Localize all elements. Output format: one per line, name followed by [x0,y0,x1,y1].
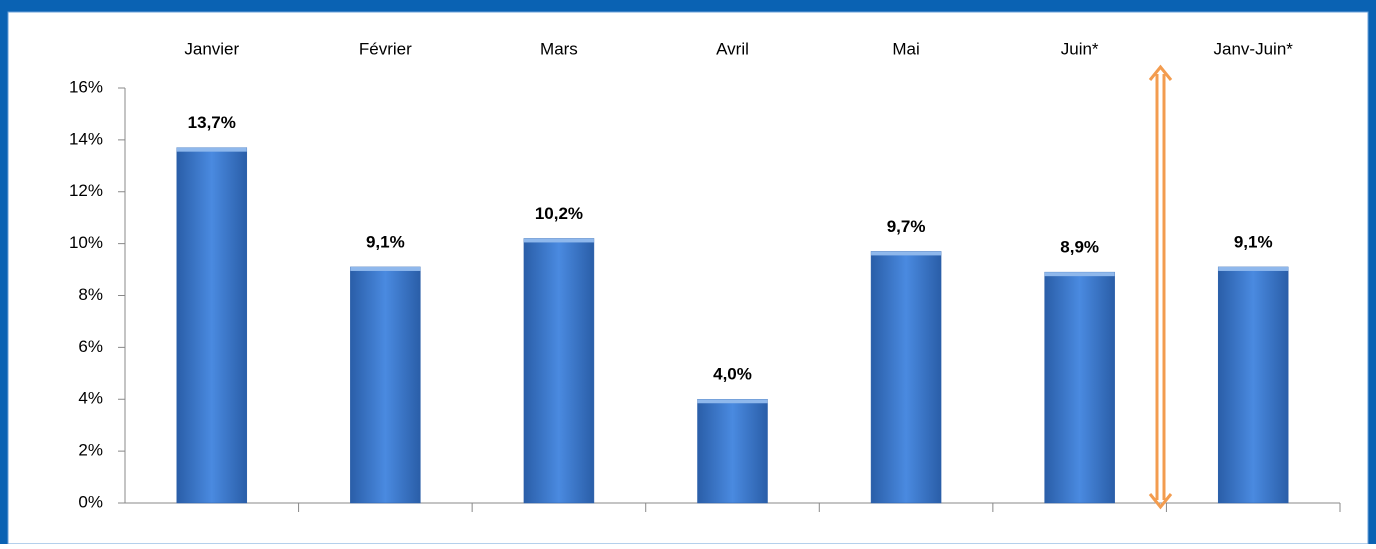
bar [1217,266,1289,504]
x-tick-label: Avril [716,39,749,58]
bar-cap [1044,272,1115,277]
y-tick-label: 8% [78,285,103,304]
data-label: 8,9% [1060,238,1099,257]
bar [1044,271,1115,504]
x-tick-label: Février [359,39,412,58]
bar [176,147,248,504]
data-label: 13,7% [188,113,236,132]
bar-cap [1218,266,1289,271]
y-tick-label: 10% [69,233,103,252]
bar [523,238,595,504]
bar-cap [871,251,942,256]
data-label: 10,2% [535,204,583,223]
y-tick-label: 16% [69,77,103,96]
x-tick-label: Mars [540,39,578,58]
data-label: 4,0% [713,365,752,384]
bar [350,266,421,504]
bar-cap [697,399,768,404]
bar [870,251,942,504]
y-tick-label: 6% [78,337,103,356]
y-tick-label: 0% [78,492,103,511]
data-label: 9,1% [1234,232,1273,251]
x-tick-label: Janvier [184,39,239,58]
bar-cap [176,147,247,152]
bar-cap [350,266,421,271]
data-label: 9,1% [366,232,405,251]
y-tick-label: 14% [69,129,103,148]
y-tick-label: 4% [78,389,103,408]
x-tick-label: Mai [892,39,919,58]
x-tick-label: Janv-Juin* [1214,39,1294,58]
x-tick-label: Juin* [1061,39,1099,58]
double-arrow [1148,64,1173,510]
bar [697,399,768,504]
bar-cap [523,238,594,243]
data-label: 9,7% [887,217,926,236]
y-tick-label: 12% [69,181,103,200]
y-tick-label: 2% [78,441,103,460]
